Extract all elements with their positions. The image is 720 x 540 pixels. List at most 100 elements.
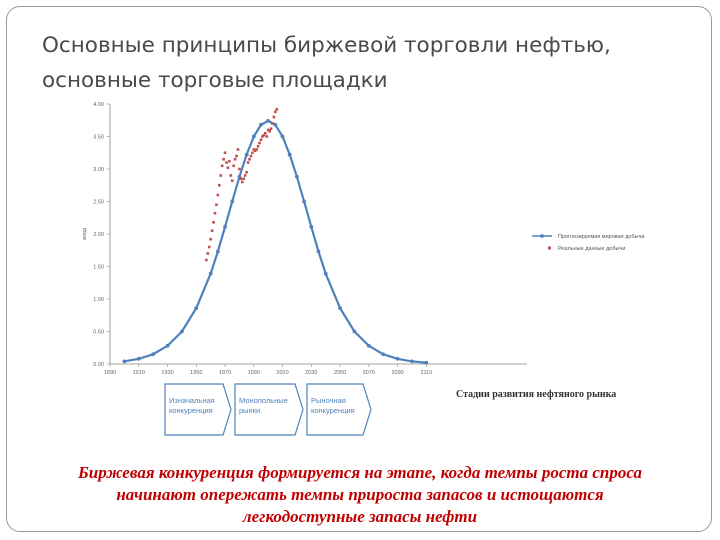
point-actual xyxy=(252,148,256,151)
point-actual xyxy=(255,148,258,151)
point-actual xyxy=(228,159,231,163)
point-actual xyxy=(216,193,220,197)
point-actual xyxy=(249,154,253,158)
point-actual xyxy=(258,141,261,145)
point-actual xyxy=(230,179,234,182)
point-actual xyxy=(206,252,210,255)
y-tick-label: 2.50 xyxy=(93,200,104,206)
y-tick-label: 1.00 xyxy=(93,297,104,303)
point-modeled xyxy=(424,360,429,365)
point-actual xyxy=(207,245,211,249)
x-tick-label: 1970 xyxy=(219,370,231,376)
stage-label: конкуренция xyxy=(311,406,355,415)
point-actual xyxy=(245,170,248,174)
stage-label: конкуренция xyxy=(169,406,213,415)
stage-arrow xyxy=(234,383,304,436)
point-actual xyxy=(268,130,271,133)
y-tick-label: 0.00 xyxy=(93,362,104,368)
point-actual xyxy=(229,174,233,177)
point-actual xyxy=(222,157,225,161)
point-actual xyxy=(240,180,244,184)
title-line-2: основные торговые площадки xyxy=(42,68,388,93)
point-actual xyxy=(265,135,269,138)
x-tick-label: 2010 xyxy=(276,370,288,376)
chart-legend: Прогнозируемая мировая добыча Реальные да… xyxy=(532,234,645,252)
y-tick-label: 2.00 xyxy=(93,232,104,238)
point-modeled xyxy=(323,271,328,276)
point-actual xyxy=(262,133,266,137)
point-modeled xyxy=(194,306,199,310)
point-actual xyxy=(272,115,276,119)
point-actual xyxy=(212,221,215,224)
point-modeled xyxy=(280,134,285,139)
point-modeled xyxy=(381,352,386,357)
series-line-modeled xyxy=(124,119,427,364)
point-modeled xyxy=(136,356,141,361)
x-tick-label: 1910 xyxy=(133,370,145,376)
footer-line-3: легкодоступные запасы нефти xyxy=(242,507,478,526)
x-tick-label: 1950 xyxy=(190,370,202,376)
point-actual xyxy=(209,237,212,241)
point-actual xyxy=(220,164,224,168)
stage-label: Рыночная xyxy=(311,396,346,405)
point-actual xyxy=(210,229,214,233)
y-tick-label: 3.50 xyxy=(93,135,104,141)
chart-axes: млрд xyxy=(82,104,527,365)
x-tick-label: 2090 xyxy=(391,370,403,376)
point-actual xyxy=(235,154,238,158)
y-tick-label: 3.00 xyxy=(93,167,104,173)
point-actual xyxy=(259,138,263,142)
point-actual xyxy=(251,151,254,155)
point-actual xyxy=(256,144,260,148)
x-tick-label: 1990 xyxy=(248,370,260,376)
point-modeled xyxy=(259,122,263,127)
footer-line-1: Биржевая конкуренция формируется на этап… xyxy=(78,463,642,482)
point-modeled xyxy=(151,352,156,357)
y-tick-label: 4.00 xyxy=(93,102,104,108)
point-actual xyxy=(232,164,235,168)
footer-note: Биржевая конкуренция формируется на этап… xyxy=(20,462,700,528)
point-actual xyxy=(219,174,223,177)
point-actual xyxy=(275,107,279,111)
point-actual xyxy=(217,183,221,187)
x-tick-label: 2050 xyxy=(334,370,346,376)
point-actual xyxy=(226,166,230,169)
point-actual xyxy=(269,127,273,130)
stage-arrow xyxy=(164,383,232,436)
point-modeled xyxy=(338,306,342,310)
point-modeled xyxy=(273,122,278,127)
point-actual xyxy=(225,161,228,164)
stage-arrow xyxy=(306,383,372,436)
footer-line-2: начинают опережать темпы прироста запасо… xyxy=(116,485,604,504)
legend-label: Прогнозируемая мировая добыча xyxy=(558,234,645,240)
point-modeled xyxy=(352,329,357,334)
point-actual xyxy=(274,110,277,114)
point-modeled xyxy=(395,356,400,361)
stage-label: Изначальная xyxy=(169,396,215,405)
point-actual xyxy=(236,148,240,151)
point-modeled xyxy=(410,359,414,364)
point-modeled xyxy=(230,199,235,204)
legend-label: Реальные данные добычи xyxy=(558,246,625,252)
x-tick-label: 2030 xyxy=(305,370,317,376)
point-modeled xyxy=(309,224,314,229)
stage-label: Монопольные xyxy=(239,396,288,405)
x-tick-label: 2070 xyxy=(363,370,375,376)
point-actual xyxy=(233,157,237,161)
point-actual xyxy=(261,135,264,138)
point-modeled xyxy=(179,329,184,334)
point-actual xyxy=(205,258,208,262)
point-actual xyxy=(215,203,218,207)
point-actual xyxy=(248,157,251,161)
point-actual xyxy=(243,174,247,177)
title-line-1: Основные принципы биржевой торговли нефт… xyxy=(42,33,611,58)
point-actual xyxy=(271,122,274,125)
point-modeled xyxy=(208,271,213,276)
slide-frame xyxy=(6,6,712,532)
x-tick-label: 2110 xyxy=(420,370,432,376)
point-modeled xyxy=(316,249,321,254)
point-actual xyxy=(266,128,270,132)
point-modeled xyxy=(295,174,299,179)
point-actual xyxy=(213,211,217,215)
